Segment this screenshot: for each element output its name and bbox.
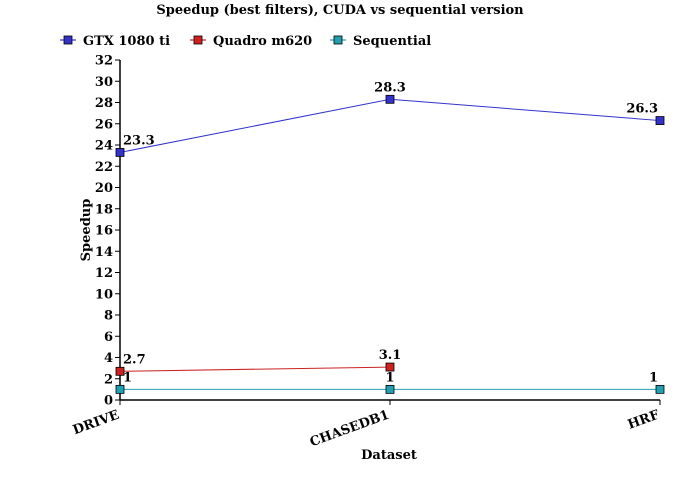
y-tick-label: 28	[95, 96, 113, 111]
y-tick-label: 32	[95, 54, 113, 69]
legend: GTX 1080 ti Quadro m620 Sequential	[60, 34, 431, 49]
chart-title: Speedup (best filters), CUDA vs sequenti…	[156, 3, 524, 18]
data-label: 3.1	[379, 348, 402, 363]
series-line	[119, 98, 661, 153]
y-tick-label: 30	[95, 75, 113, 90]
series-line	[119, 366, 391, 372]
y-tick-label: 20	[95, 181, 113, 196]
legend-marker	[193, 35, 203, 45]
data-label: 1	[385, 370, 394, 385]
data-point	[385, 362, 395, 372]
y-tick-label: 14	[95, 245, 113, 260]
x-tick-label: HRF	[626, 407, 662, 432]
data-point	[115, 366, 125, 376]
y-axis-label: Speedup	[79, 199, 94, 262]
data-point	[655, 116, 665, 125]
data-point	[385, 384, 395, 394]
data-label: 2.7	[123, 352, 146, 367]
legend-marker	[333, 35, 343, 45]
y-tick-label: 6	[104, 330, 113, 345]
data-label: 26.3	[626, 102, 658, 117]
data-label: 23.3	[123, 133, 155, 148]
y-tick-label: 26	[95, 117, 113, 132]
legend-marker	[63, 35, 73, 45]
y-tick-label: 2	[104, 372, 113, 387]
legend-item: GTX 1080 ti	[60, 34, 170, 49]
legend-item: Sequential	[330, 34, 431, 49]
y-tick-label: 16	[95, 224, 113, 239]
data-point	[115, 384, 125, 394]
x-tick-label: CHASEDB1	[308, 408, 391, 451]
legend-label: Sequential	[353, 34, 431, 49]
legend-label: GTX 1080 ti	[83, 34, 170, 49]
y-tick-label: 8	[104, 309, 113, 324]
x-axis-label: Dataset	[361, 448, 417, 463]
data-point	[655, 384, 665, 394]
data-label: 1	[123, 370, 132, 385]
y-tick-label: 0	[104, 394, 113, 409]
y-tick-label: 24	[95, 139, 113, 154]
x-tick-label: DRIVE	[71, 408, 121, 439]
series-gtx-1080-ti: 23.3 28.3 26.3	[115, 80, 665, 157]
legend-label: Quadro m620	[213, 34, 312, 49]
data-point	[115, 148, 125, 157]
legend-item: Quadro m620	[190, 34, 312, 49]
data-point	[385, 94, 395, 104]
data-label: 28.3	[374, 80, 406, 95]
data-label: 1	[649, 370, 658, 385]
y-tick-label: 22	[95, 160, 113, 175]
y-tick-label: 4	[104, 351, 113, 366]
series-sequential: 1 1 1	[115, 370, 665, 394]
y-tick-label: 12	[95, 266, 113, 281]
x-axis: DRIVE CHASEDB1 HRF	[71, 399, 662, 451]
series-quadro-m620: 2.7 3.1	[115, 348, 402, 376]
y-tick-label: 18	[95, 202, 113, 217]
series-layer: 23.3 28.3 26.3 2.7 3.1 1 1 1	[115, 80, 665, 394]
y-tick-label: 10	[95, 287, 113, 302]
